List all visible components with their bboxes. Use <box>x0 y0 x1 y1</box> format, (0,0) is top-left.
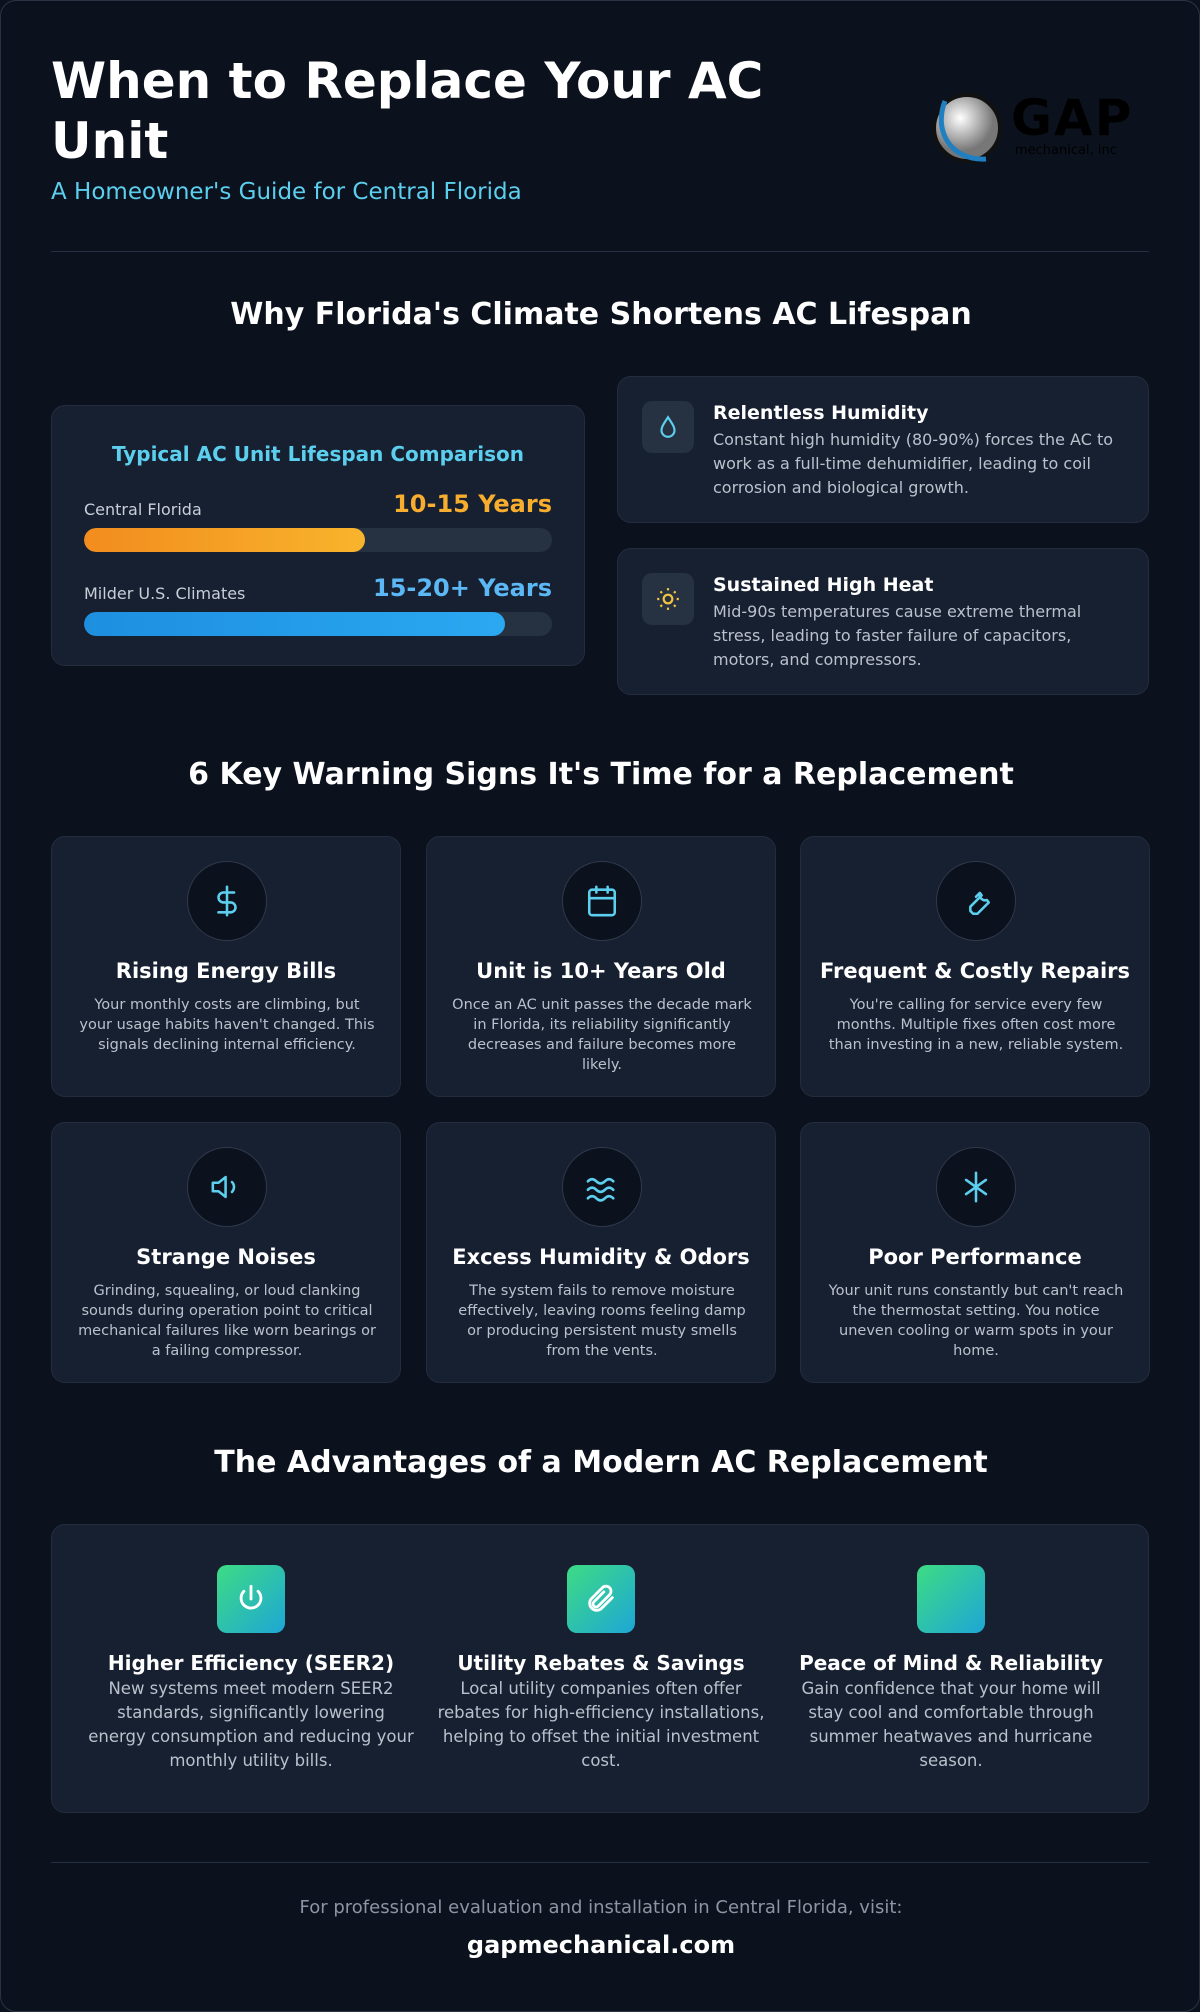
factor-card: Sustained High Heat Mid-90s temperatures… <box>617 548 1149 695</box>
card-text: Grinding, squealing, or loud clanking so… <box>78 1283 376 1359</box>
card-text: The system fails to remove moisture effe… <box>458 1283 746 1359</box>
icon <box>642 573 694 625</box>
section-heading: 6 Key Warning Signs It's Time for a Repl… <box>188 757 1014 792</box>
logo-mark <box>932 93 1002 163</box>
icon <box>642 401 694 453</box>
card-title: Rising Energy Bills <box>115 959 337 983</box>
bar-track <box>84 612 552 636</box>
warning-card: Strange Noises Grinding, squealing, or lo… <box>51 1122 401 1383</box>
factor-title: Relentless Humidity <box>713 402 929 424</box>
icon <box>917 1565 985 1633</box>
advantage-text: Gain confidence that your home will stay… <box>801 1679 1101 1770</box>
lifespan-title: Typical AC Unit Lifespan Comparison <box>111 442 525 466</box>
advantage: Utility Rebates & Savings Local utility c… <box>426 1525 776 1773</box>
bar-track <box>84 528 552 552</box>
icon <box>187 1147 267 1227</box>
logo: GAP mechanical, inc <box>931 91 1151 171</box>
icon <box>562 861 642 941</box>
divider <box>51 251 1149 252</box>
lifespan-card: Typical AC Unit Lifespan Comparison Cent… <box>51 405 585 666</box>
icon <box>562 1147 642 1227</box>
icon <box>567 1565 635 1633</box>
card-title: Unit is 10+ Years Old <box>476 959 726 983</box>
advantage-title: Higher Efficiency (SEER2) <box>107 1651 395 1675</box>
factor-text: Mid-90s temperatures cause extreme therm… <box>713 602 1082 669</box>
title: When to Replace Your AC Unit <box>51 52 764 170</box>
warning-card: Poor Performance Your unit runs constantl… <box>800 1122 1150 1383</box>
icon <box>187 861 267 941</box>
advantage: Peace of Mind & Reliability Gain confiden… <box>776 1525 1126 1773</box>
row-label: Central Florida <box>84 500 202 519</box>
logo-name: GAP <box>1011 89 1134 147</box>
warning-card: Excess Humidity & Odors The system fails … <box>426 1122 776 1383</box>
card-text: You're calling for service every few mon… <box>828 997 1124 1053</box>
warning-card: Unit is 10+ Years Old Once an AC unit pas… <box>426 836 776 1097</box>
factor-title: Sustained High Heat <box>713 574 934 596</box>
advantage: Higher Efficiency (SEER2) New systems mee… <box>76 1525 426 1773</box>
section-heading: Why Florida's Climate Shortens AC Lifesp… <box>230 297 972 332</box>
advantage-title: Utility Rebates & Savings <box>457 1651 745 1675</box>
factor-text: Constant high humidity (80-90%) forces t… <box>713 430 1114 497</box>
row-value: 15-20+ Years <box>373 574 552 602</box>
advantages-card: Higher Efficiency (SEER2) New systems mee… <box>51 1524 1149 1813</box>
card-text: Your unit runs constantly but can't reac… <box>828 1283 1124 1359</box>
card-text: Your monthly costs are climbing, but you… <box>79 997 375 1053</box>
bar <box>84 528 365 552</box>
bar <box>84 612 506 636</box>
row-value: 10-15 Years <box>393 490 552 518</box>
icon <box>217 1565 285 1633</box>
card-title: Frequent & Costly Repairs <box>820 959 1130 983</box>
card-title: Excess Humidity & Odors <box>452 1245 750 1269</box>
footer-url: gapmechanical.com <box>466 1931 736 1959</box>
subtitle: A Homeowner's Guide for Central Florida <box>51 179 522 205</box>
warning-card: Frequent & Costly Repairs You're calling … <box>800 836 1150 1097</box>
card-title: Poor Performance <box>868 1245 1082 1269</box>
icon <box>936 861 1016 941</box>
section-heading: The Advantages of a Modern AC Replacemen… <box>214 1445 988 1480</box>
advantage-text: Local utility companies often offer reba… <box>437 1679 765 1770</box>
card-text: Once an AC unit passes the decade mark i… <box>452 997 752 1073</box>
divider <box>51 1862 1149 1863</box>
factor-card: Relentless Humidity Constant high humidi… <box>617 376 1149 523</box>
icon <box>936 1147 1016 1227</box>
logo-tagline: mechanical, inc <box>1015 143 1117 158</box>
advantage-title: Peace of Mind & Reliability <box>799 1651 1103 1675</box>
footer-text: For professional evaluation and installa… <box>299 1897 903 1918</box>
warning-card: Rising Energy Bills Your monthly costs ar… <box>51 836 401 1097</box>
row-label: Milder U.S. Climates <box>84 584 246 603</box>
advantage-text: New systems meet modern SEER2 standards,… <box>88 1679 414 1770</box>
card-title: Strange Noises <box>136 1245 316 1269</box>
